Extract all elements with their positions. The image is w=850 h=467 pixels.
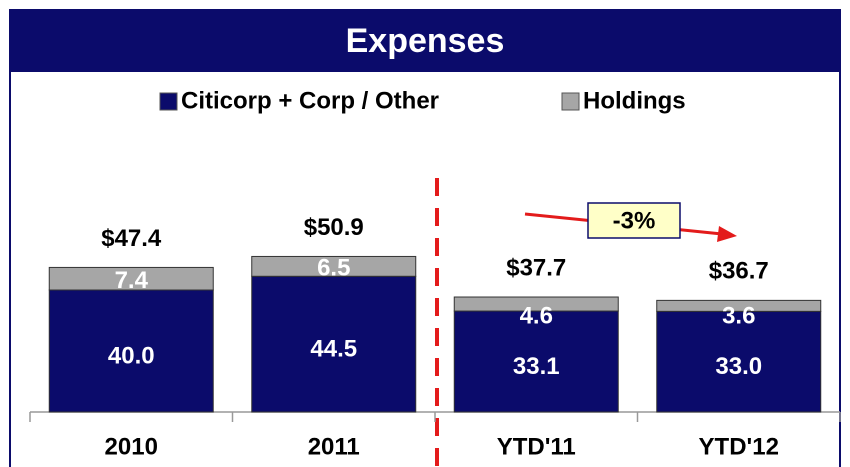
- title-bar: [10, 10, 840, 72]
- bar-segment: [453, 310, 619, 413]
- value-label: 40.0: [108, 342, 155, 369]
- x-tick-label: YTD'11: [497, 433, 576, 460]
- arrow-head: [717, 226, 737, 242]
- legend-swatch: [561, 92, 580, 111]
- x-tick-label: 2011: [308, 433, 360, 460]
- bar-segment: [656, 299, 822, 312]
- annotation: -3%: [613, 207, 656, 234]
- value-label: 33.0: [715, 353, 762, 380]
- x-tick-label: YTD'12: [699, 433, 779, 460]
- value-label: 33.1: [513, 353, 560, 380]
- x-tick-label: 2010: [105, 433, 158, 460]
- total-label: $37.7: [506, 254, 566, 281]
- bar-segment: [656, 310, 822, 413]
- value-label: 7.4: [115, 267, 149, 294]
- value-label: 4.6: [520, 302, 553, 329]
- value-label: 44.5: [310, 335, 357, 362]
- bar-segment: [251, 275, 417, 413]
- value-label: 6.5: [317, 255, 350, 282]
- bar-segment: [48, 266, 214, 291]
- total-label: $36.7: [709, 258, 769, 285]
- bar-segment: [48, 289, 214, 413]
- legend-label: Holdings: [583, 87, 686, 114]
- bar-segment: [453, 296, 619, 312]
- legend-label: Citicorp + Corp / Other: [181, 87, 439, 114]
- bar-segment: [251, 255, 417, 277]
- legend-swatch: [159, 92, 178, 111]
- total-label: $50.9: [304, 214, 364, 241]
- chart-title: Expenses: [346, 22, 505, 60]
- value-label: 3.6: [722, 303, 755, 330]
- total-label: $47.4: [101, 225, 162, 252]
- annotation-box: [587, 202, 681, 239]
